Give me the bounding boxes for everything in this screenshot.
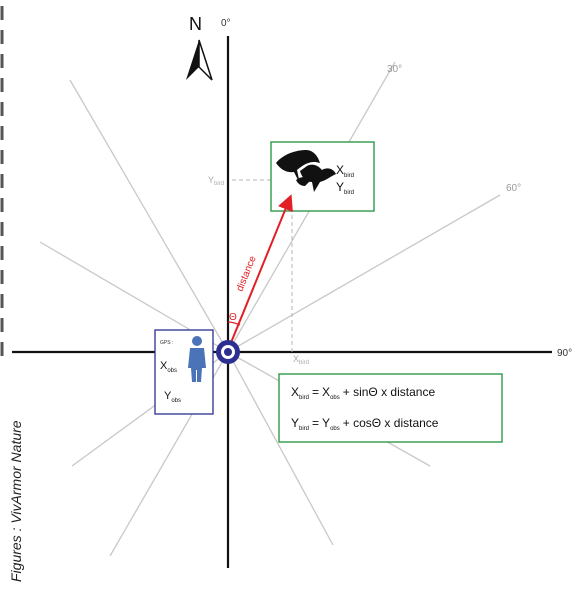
gps-label: GPS : <box>160 340 173 346</box>
theta-arc <box>227 321 241 326</box>
figure-credit: Figures : VivArmor Nature <box>8 420 24 582</box>
north-arrow-icon <box>186 39 213 81</box>
angle-label-30: 30° <box>387 64 402 75</box>
angle-label-0: 0° <box>221 18 231 29</box>
y-bird-projection-label: Ybird <box>208 175 224 187</box>
distance-vector <box>227 194 293 351</box>
observer-target-icon <box>216 340 240 364</box>
north-letter: N <box>189 14 202 34</box>
observer-box <box>154 329 214 415</box>
bird-x-label: Xbird <box>336 163 354 179</box>
distance-label: distance <box>235 254 259 293</box>
theta-label: Θ <box>229 312 237 323</box>
formula-line-2: Ybird = Yobs + cosΘ x distance <box>291 416 439 432</box>
observer-y-label: Yobs <box>164 390 181 404</box>
bird-y-label: Ybird <box>336 180 354 196</box>
formula-box <box>278 373 503 443</box>
angle-label-90: 90° <box>557 348 572 359</box>
observer-x-label: Xobs <box>160 360 177 374</box>
radial-rays <box>39 61 501 557</box>
x-bird-projection-label: Xbird <box>293 354 309 366</box>
angle-label-60: 60° <box>506 183 521 194</box>
birds-icon <box>276 150 336 192</box>
formula-line-1: Xbird = Xobs + sinΘ x distance <box>291 385 435 401</box>
observer-person-icon <box>188 336 206 382</box>
